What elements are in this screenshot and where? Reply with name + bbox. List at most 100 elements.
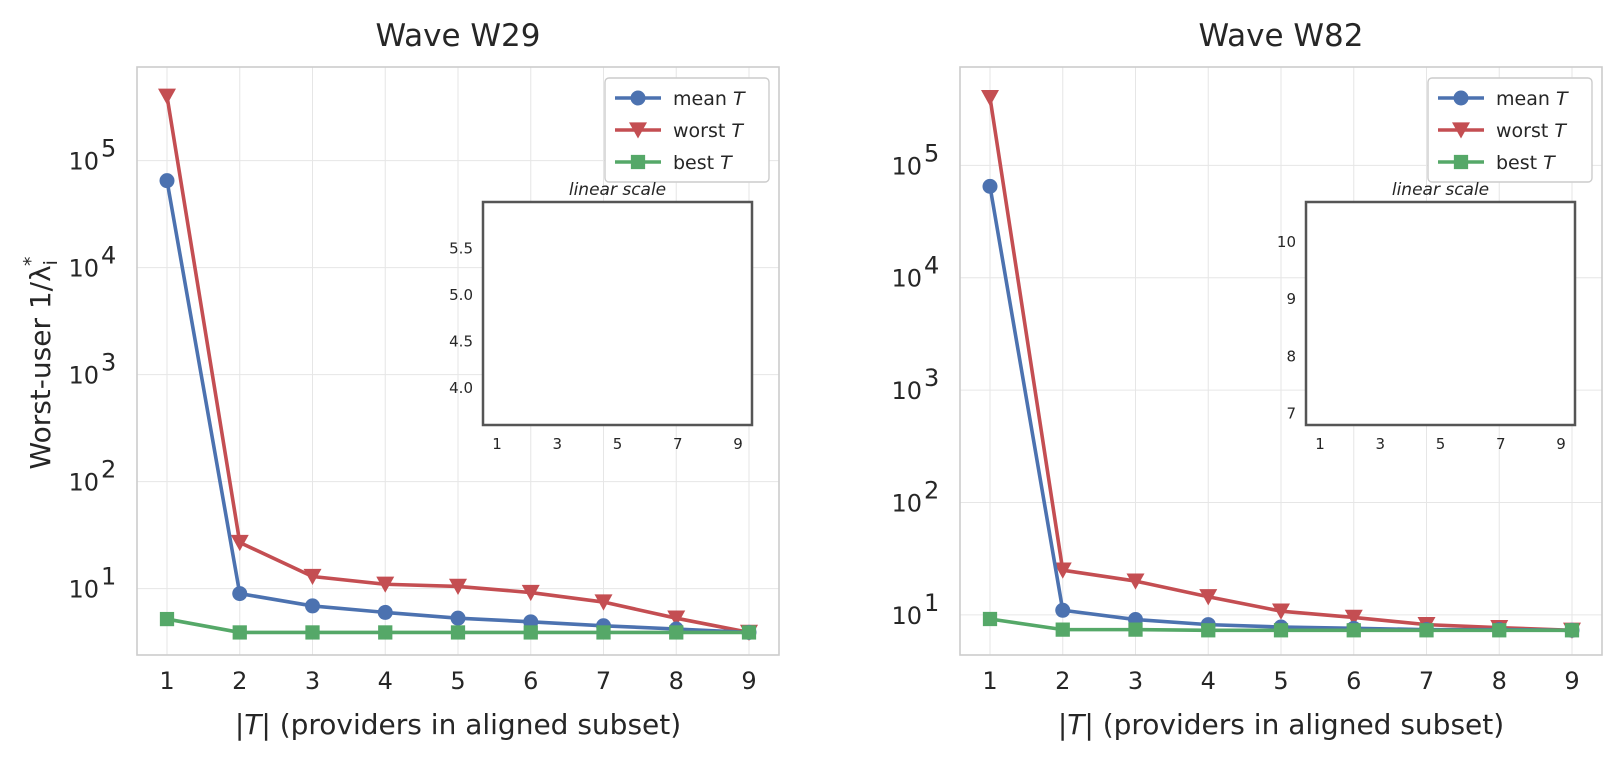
y-tick-exponent: 2 [101,456,116,484]
x-axis-label-bar: | [1058,708,1067,741]
y-tick-exponent: 1 [101,563,116,591]
inset-chart: 4.0 4.5 5.0 5.5 1 3 5 7 9 linear scale [449,113,754,453]
legend-label: mean T [1496,88,1569,110]
data-point-best [1492,623,1507,638]
data-point-best [1564,623,1580,638]
legend-label-var: T [733,88,746,110]
inset-frame [1304,200,1577,427]
y-axis-label-superscript: * [20,257,42,267]
data-point-worst [376,576,395,593]
x-tick-label: 7 [1419,667,1434,695]
inset-y-tick-label: 8 [1286,347,1296,365]
legend-label-prefix: best [673,152,714,174]
x-tick-label: 8 [1492,667,1507,695]
y-tick-base: 10 [891,377,922,405]
y-tick-base: 10 [68,576,99,604]
data-point-mean [450,610,466,626]
data-point-mean [232,586,248,602]
x-tick-label: 4 [1201,667,1216,695]
legend-marker [1453,154,1469,170]
inset-x-tick-label: 7 [673,435,683,453]
inset-y-tick-label: 10 [1277,233,1296,251]
x-tick-label: 5 [1273,667,1288,695]
x-tick-label: 5 [450,667,465,695]
inset-data-point-mean [552,113,562,123]
x-tick-label: 9 [741,667,756,695]
data-point-worst [230,534,249,552]
legend-marker [1452,122,1470,139]
x-tick-label: 8 [669,667,684,695]
data-point-worst [981,90,999,107]
x-tick-label: 6 [1346,667,1361,695]
inset-x-tick-label: 1 [492,435,502,453]
y-tick-exponent: 3 [924,364,939,392]
legend-label: best T [1496,152,1556,174]
data-point-worst [1053,562,1072,579]
legend-label-prefix: mean [673,88,727,110]
y-tick-label: 10 2 [68,456,116,497]
y-tick-label: 10 4 [68,242,116,283]
legend-item-worst: worst T [615,120,744,142]
data-point-best [1273,623,1289,638]
x-tick-label: 1 [159,667,174,695]
inset-title: linear scale [569,180,666,200]
legend-label-prefix: mean [1496,88,1550,110]
legend-label-var: T [731,120,744,142]
y-tick-label: 10 4 [891,252,939,293]
legend-marker [630,154,646,170]
data-point-best [450,625,466,640]
plot-frame [136,66,780,656]
inset-x-tick-label: 5 [613,435,623,453]
plot-frame [959,66,1603,656]
data-point-best [305,625,320,640]
data-point-best [1419,623,1434,638]
data-point-best [378,625,393,640]
data-point-best [1201,623,1216,638]
data-point-worst [303,568,322,586]
x-axis-label-text: | (providers in aligned subset) [1084,708,1504,741]
inset-x-tick-label: 9 [1556,435,1566,453]
x-axis-label: |T| (providers in aligned subset) [235,708,681,741]
legend-label-prefix: worst [1496,120,1548,142]
legend-label-var: T [1556,88,1569,110]
y-tick-label: 10 3 [68,349,116,390]
y-axis-label-subscript: i [40,260,62,265]
inset-frame [481,200,754,427]
x-tick-label: 7 [596,667,611,695]
inset-x-tick-label: 9 [733,435,743,453]
y-tick-base: 10 [891,265,922,293]
chart-title: Wave W29 [375,18,540,54]
inset-y-tick-label: 4.5 [449,332,473,350]
inset-title: linear scale [1392,180,1489,200]
y-tick-base: 10 [891,490,922,518]
y-tick-label: 10 2 [891,477,939,518]
y-tick-label: 10 5 [891,139,939,180]
x-tick-label: 1 [982,667,997,695]
y-tick-base: 10 [68,148,99,176]
x-tick-label: 2 [1055,667,1070,695]
x-tick-label: 4 [378,667,393,695]
data-point-worst [1126,573,1145,590]
data-point-worst [667,610,686,627]
data-point-mean [1055,602,1071,618]
y-tick-exponent: 5 [101,135,116,163]
x-tick-label: 9 [1564,667,1579,695]
legend-marker [1453,90,1469,106]
y-tick-base: 10 [891,152,922,180]
inset-x-tick-label: 3 [552,435,562,453]
y-tick-base: 10 [68,255,99,283]
y-axis-label-text: Worst-user 1/λ [24,265,57,469]
x-axis-label-text: | (providers in aligned subset) [261,708,681,741]
legend-item-mean: mean T [1438,88,1569,110]
data-point-mean [305,598,320,614]
data-point-best [523,625,538,640]
inset-x-tick-label: 3 [1375,435,1385,453]
legend-label-prefix: worst [673,120,725,142]
data-point-mean [982,178,998,194]
y-tick-label: 10 1 [68,563,116,604]
legend-label: mean T [673,88,746,110]
legend-marker [630,90,646,106]
